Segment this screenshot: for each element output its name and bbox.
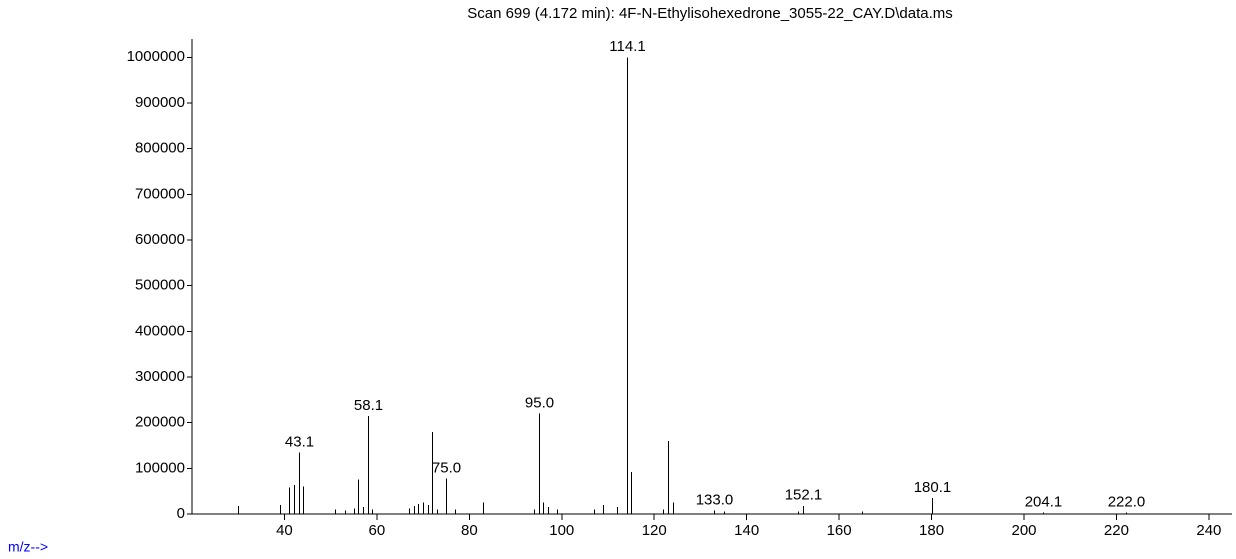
x-tick-label: 140	[734, 522, 759, 539]
x-axis-label: m/z-->	[8, 539, 48, 555]
peak-label: 114.1	[609, 38, 645, 55]
x-tick-label: 100	[549, 522, 574, 539]
y-tick-label: 600000	[135, 231, 185, 248]
x-tick-label: 220	[1104, 522, 1129, 539]
peak-label: 133.0	[696, 491, 734, 508]
y-tick-label: 300000	[135, 368, 185, 385]
peak-label: 58.1	[354, 397, 383, 414]
x-tick-label: 180	[919, 522, 944, 539]
peak-label: 222.0	[1108, 494, 1146, 511]
y-tick-label: 400000	[135, 322, 185, 339]
x-tick-label: 80	[461, 522, 478, 539]
y-tick-label: 800000	[135, 140, 185, 157]
peak-label: 75.0	[432, 459, 461, 476]
x-tick-label: 40	[276, 522, 293, 539]
x-tick-label: 60	[369, 522, 386, 539]
peak-label: 204.1	[1025, 494, 1063, 511]
peak-label: 95.0	[525, 394, 554, 411]
x-tick-label: 120	[642, 522, 667, 539]
x-tick-label: 200	[1011, 522, 1036, 539]
y-tick-label: 1000000	[127, 48, 185, 65]
y-tick-label: 700000	[135, 185, 185, 202]
y-tick-label: 500000	[135, 277, 185, 294]
peak-label: 152.1	[785, 487, 823, 504]
chart-title: Scan 699 (4.172 min): 4F-N-Ethylisohexed…	[467, 5, 953, 22]
y-tick-label: 0	[177, 505, 185, 522]
y-tick-label: 100000	[135, 459, 185, 476]
y-tick-label: 900000	[135, 94, 185, 111]
x-tick-label: 160	[827, 522, 852, 539]
x-tick-label: 240	[1196, 522, 1221, 539]
y-tick-label: 200000	[135, 414, 185, 431]
peak-label: 43.1	[285, 433, 314, 450]
peak-label: 180.1	[914, 479, 952, 496]
